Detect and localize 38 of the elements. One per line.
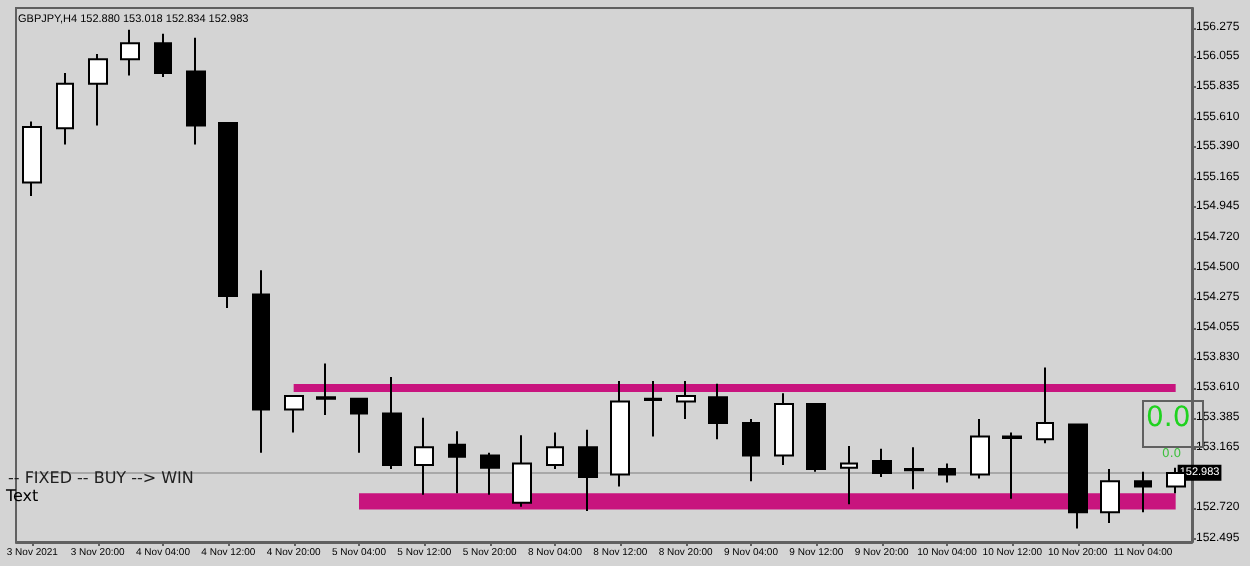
candlestick (872, 447, 892, 479)
candlestick (1002, 431, 1022, 500)
candlestick (1036, 366, 1054, 445)
candlestick (742, 417, 760, 483)
candlestick (56, 71, 74, 146)
candlestick (644, 380, 662, 438)
annotation: Text (4, 487, 39, 505)
candlestick (154, 32, 172, 78)
candlestick (252, 269, 270, 454)
candlestick (382, 376, 402, 470)
candlestick (448, 430, 466, 495)
candlestick (610, 380, 630, 488)
annotation: -- FIXED -- BUY --> WIN (8, 469, 194, 487)
candlestick (546, 431, 564, 470)
candlestick (480, 451, 500, 496)
candlestick (120, 28, 140, 77)
candlestick (1134, 470, 1152, 514)
candlestick (350, 397, 368, 454)
candlestick (1100, 468, 1120, 525)
annotation: 0.0 (1146, 402, 1191, 434)
candlestick (938, 462, 956, 484)
candlestick (414, 416, 434, 496)
candlestick (774, 392, 794, 466)
candlestick (708, 382, 728, 441)
candlestick (676, 380, 696, 420)
candlestick (186, 36, 206, 146)
candlestick (284, 395, 304, 434)
candlestick (806, 403, 826, 473)
candlestick (578, 428, 598, 512)
candlestick (218, 121, 238, 310)
candlestick (22, 120, 42, 197)
candlestick (316, 362, 336, 416)
candlestick (840, 445, 858, 506)
candlestick (88, 52, 108, 127)
candlestick (512, 434, 532, 508)
candlestick (970, 417, 990, 480)
candlestick (1068, 423, 1088, 530)
candlestick (904, 446, 924, 491)
